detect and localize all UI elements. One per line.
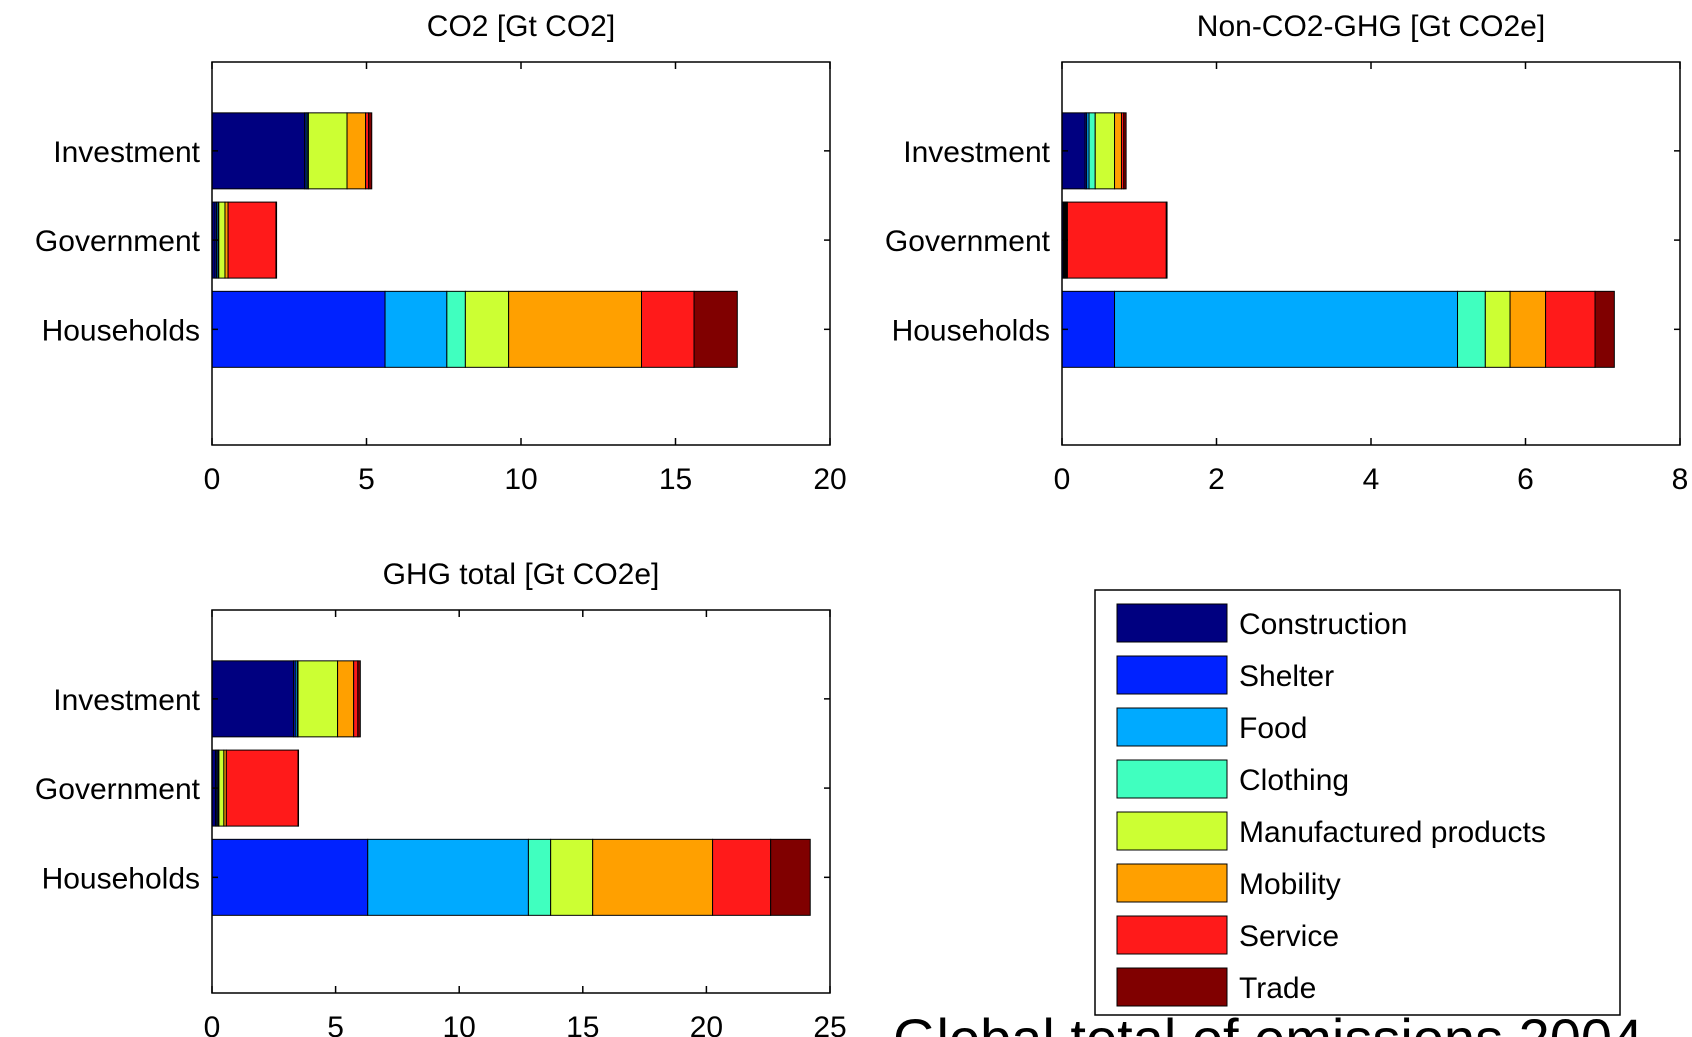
- category-label: Households: [42, 314, 200, 347]
- legend-swatch: [1116, 811, 1228, 851]
- x-tick-label: 10: [504, 463, 537, 496]
- x-tick-label: 10: [443, 1011, 476, 1037]
- x-tick-label: 6: [1517, 463, 1534, 496]
- x-tick-label: 5: [327, 1011, 344, 1037]
- x-tick-label: 15: [566, 1011, 599, 1037]
- legend-label: Clothing: [1239, 764, 1349, 797]
- x-tick-label: 5: [358, 463, 375, 496]
- x-tick-label: 0: [204, 463, 221, 496]
- x-tick-label: 4: [1363, 463, 1380, 496]
- bar-segment: [712, 838, 772, 916]
- chart-title: CO2 [Gt CO2]: [427, 10, 615, 43]
- bar-segment: [770, 838, 811, 916]
- bar-segment: [218, 201, 226, 279]
- charts-layer: CO2 [Gt CO2] Investment Government Househol…: [35, 10, 1688, 1037]
- bar-segment: [367, 838, 529, 916]
- figure-caption: Global total of emissions 2004: [893, 1007, 1643, 1037]
- bar-segment: [1594, 290, 1615, 368]
- plot-frame: [211, 609, 831, 994]
- bar-segment: [297, 660, 339, 738]
- bar-segment: [1066, 201, 1167, 279]
- legend-swatch: [1116, 759, 1228, 799]
- x-tick-label: 25: [813, 1011, 846, 1037]
- legend-swatch: [1116, 915, 1228, 955]
- x-tick-label: 0: [204, 1011, 221, 1037]
- bar-segment: [368, 112, 373, 190]
- category-label: Government: [885, 225, 1051, 258]
- x-tick-label: 0: [1054, 463, 1071, 496]
- legend-label: Mobility: [1239, 868, 1341, 901]
- legend-swatch: [1116, 967, 1228, 1007]
- bar-segment: [1061, 290, 1116, 368]
- legend-swatch: [1116, 655, 1228, 695]
- legend-label: Food: [1239, 712, 1307, 745]
- bar-segment: [1484, 290, 1511, 368]
- chart-title: GHG total [Gt CO2e]: [383, 558, 660, 591]
- category-label: Investment: [53, 684, 200, 717]
- bar-segment: [527, 838, 552, 916]
- bar-segment: [1114, 290, 1459, 368]
- category-label: Households: [892, 314, 1050, 347]
- chart-panel: CO2 [Gt CO2] Investment Government Househol…: [35, 10, 847, 496]
- chart-panel: Non-CO2-GHG [Gt CO2e] Investment Governmen…: [885, 10, 1688, 496]
- bar-segment: [1088, 112, 1096, 190]
- bar-segment: [337, 660, 355, 738]
- bar-segment: [211, 290, 386, 368]
- bar-segment: [1094, 112, 1116, 190]
- bar-segment: [307, 112, 348, 190]
- legend-swatch: [1116, 707, 1228, 747]
- legend-swatch: [1116, 863, 1228, 903]
- chart-panel: GHG total [Gt CO2e] Investment Government H…: [35, 558, 847, 1037]
- x-tick-label: 8: [1672, 463, 1689, 496]
- legend-label: Service: [1239, 920, 1339, 953]
- chart-title: Non-CO2-GHG [Gt CO2e]: [1197, 10, 1545, 43]
- bar-segment: [1457, 290, 1486, 368]
- legend: Construction Shelter Food Clothing Manufactu…: [1094, 589, 1621, 1016]
- bar-segment: [1123, 112, 1127, 190]
- bar-segment: [508, 290, 643, 368]
- bar-segment: [592, 838, 714, 916]
- legend-label: Shelter: [1239, 660, 1334, 693]
- legend-swatch: [1116, 603, 1228, 643]
- category-label: Households: [42, 862, 200, 895]
- category-label: Investment: [53, 136, 200, 169]
- x-tick-label: 15: [659, 463, 692, 496]
- x-tick-label: 20: [690, 1011, 723, 1037]
- x-tick-label: 2: [1208, 463, 1225, 496]
- bar-segment: [227, 201, 277, 279]
- legend-label: Construction: [1239, 608, 1407, 641]
- bar-segment: [357, 660, 361, 738]
- bar-segment: [211, 660, 295, 738]
- bar-segment: [1545, 290, 1596, 368]
- bar-segment: [384, 290, 448, 368]
- legend-label: Trade: [1239, 972, 1316, 1005]
- bar-segment: [550, 838, 594, 916]
- bar-segment: [1165, 201, 1168, 279]
- legend-label: Manufactured products: [1239, 816, 1546, 849]
- bar-segment: [693, 290, 738, 368]
- bar-segment: [218, 749, 225, 827]
- bar-segment: [446, 290, 466, 368]
- category-label: Government: [35, 773, 201, 806]
- bar-segment: [275, 201, 278, 279]
- bar-segment: [1114, 112, 1122, 190]
- bar-segment: [1509, 290, 1547, 368]
- bar-segment: [211, 838, 369, 916]
- category-label: Investment: [903, 136, 1050, 169]
- category-label: Government: [35, 225, 201, 258]
- x-tick-label: 20: [813, 463, 846, 496]
- bar-segment: [353, 660, 359, 738]
- bar-segment: [225, 749, 299, 827]
- bar-segment: [641, 290, 695, 368]
- bar-segment: [211, 112, 306, 190]
- bar-segment: [346, 112, 367, 190]
- bar-segment: [464, 290, 510, 368]
